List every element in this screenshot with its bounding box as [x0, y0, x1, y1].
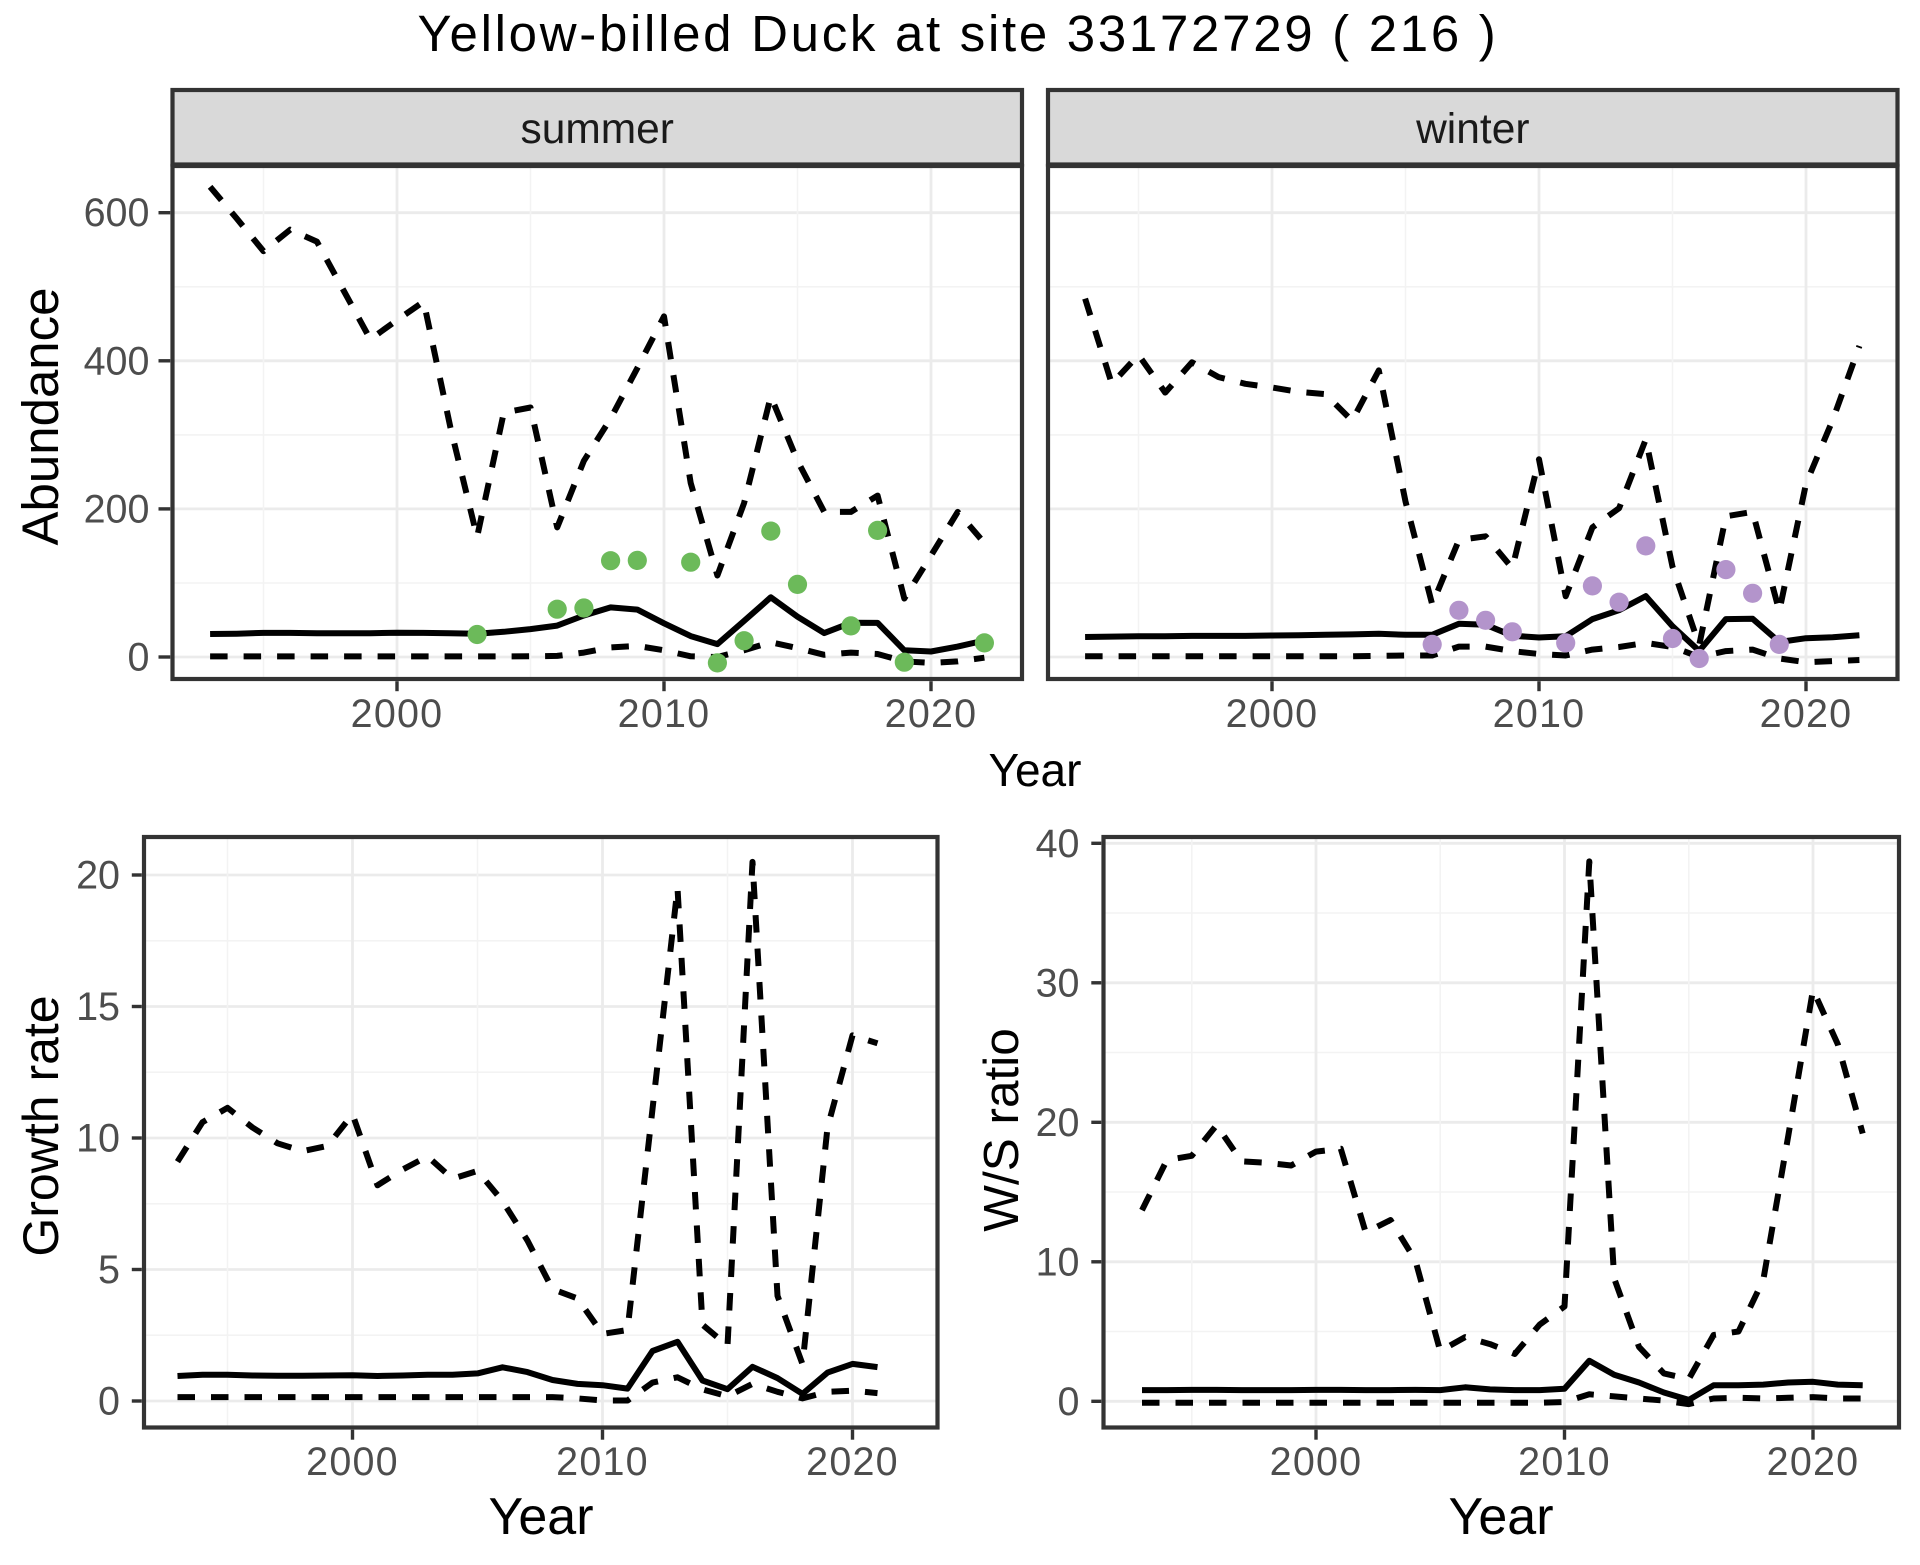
svg-text:0: 0: [1058, 1380, 1080, 1424]
svg-text:0: 0: [128, 636, 150, 680]
svg-text:200: 200: [84, 487, 150, 531]
svg-text:2020: 2020: [1767, 1440, 1860, 1484]
svg-text:400: 400: [84, 339, 150, 383]
svg-text:600: 600: [84, 191, 150, 235]
svg-text:10: 10: [76, 1117, 120, 1161]
svg-text:2000: 2000: [1270, 1440, 1363, 1484]
svg-text:2010: 2010: [618, 692, 711, 736]
svg-text:10: 10: [1036, 1240, 1080, 1284]
svg-text:W/S ratio: W/S ratio: [974, 1028, 1029, 1232]
svg-text:0: 0: [98, 1380, 120, 1424]
svg-text:summer: summer: [520, 106, 673, 153]
svg-text:2000: 2000: [306, 1440, 399, 1484]
svg-text:2020: 2020: [1760, 692, 1853, 736]
svg-text:2010: 2010: [1518, 1440, 1611, 1484]
svg-text:20: 20: [1036, 1101, 1080, 1145]
svg-text:20: 20: [76, 854, 120, 898]
svg-text:2010: 2010: [1493, 692, 1586, 736]
svg-text:Year: Year: [1448, 1488, 1553, 1546]
svg-text:2000: 2000: [351, 692, 444, 736]
svg-text:Year: Year: [989, 744, 1082, 796]
svg-text:2010: 2010: [556, 1440, 649, 1484]
svg-text:30: 30: [1036, 961, 1080, 1005]
svg-text:15: 15: [76, 985, 120, 1029]
svg-text:Yellow-billed Duck at site 331: Yellow-billed Duck at site 33172729 ( 21…: [418, 5, 1499, 62]
svg-text:40: 40: [1036, 822, 1080, 866]
svg-text:2020: 2020: [806, 1440, 899, 1484]
svg-text:Year: Year: [488, 1488, 593, 1546]
svg-text:2020: 2020: [885, 692, 978, 736]
svg-text:winter: winter: [1415, 106, 1529, 153]
svg-text:Abundance: Abundance: [12, 287, 69, 545]
svg-text:Growth rate: Growth rate: [13, 995, 69, 1256]
svg-text:2000: 2000: [1226, 692, 1319, 736]
svg-text:5: 5: [98, 1248, 120, 1292]
